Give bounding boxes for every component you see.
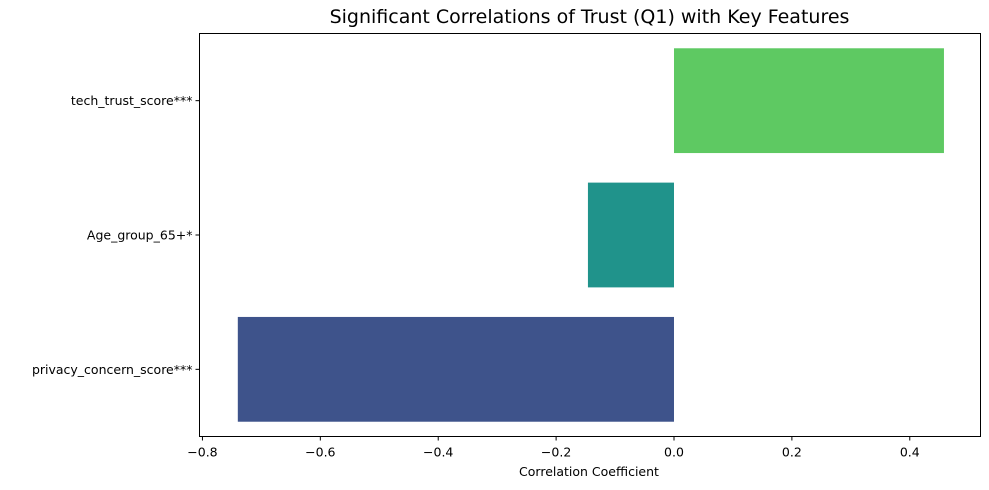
x-tick-label: −0.8 xyxy=(187,445,217,460)
y-tick-label: Age_group_65+* xyxy=(87,228,193,243)
ticks-layer: privacy_concern_score*** Age_group_65+* te… xyxy=(32,93,920,459)
bar-privacy-concern-score xyxy=(237,316,674,422)
bar-age-group-65 xyxy=(587,182,674,288)
bar-tech-trust-score xyxy=(673,48,944,154)
x-tick-label: −0.6 xyxy=(305,445,335,460)
x-tick-label: −0.2 xyxy=(541,445,571,460)
x-tick-label: 0.4 xyxy=(900,445,920,460)
x-tick-label: 0.2 xyxy=(782,445,802,460)
bars-layer xyxy=(237,48,944,422)
y-tick-label: privacy_concern_score*** xyxy=(32,362,193,377)
x-tick-label: 0.0 xyxy=(664,445,684,460)
chart-title: Significant Correlations of Trust (Q1) w… xyxy=(329,6,850,28)
y-tick-label: tech_trust_score*** xyxy=(71,93,193,108)
x-axis-label: Correlation Coefficient xyxy=(519,464,659,479)
x-tick-label: −0.4 xyxy=(423,445,453,460)
